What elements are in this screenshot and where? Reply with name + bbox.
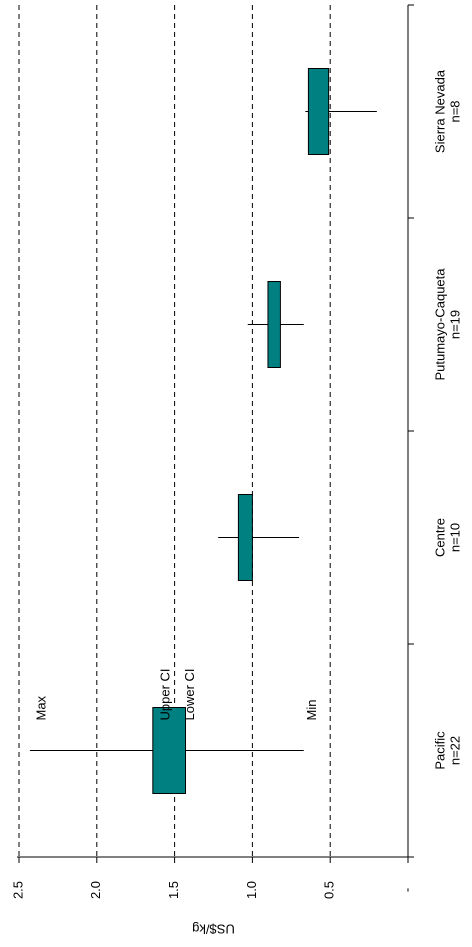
annotation-upper-ci: Upper CI [157, 668, 172, 720]
category-label: Centre [432, 518, 447, 557]
value-tick-label: 1.5 [166, 881, 181, 899]
category-n-label: n=10 [447, 523, 462, 552]
ci-box [307, 68, 330, 155]
value-tick-label: 2.0 [88, 881, 103, 899]
category-label: Sierra Nevada [432, 69, 447, 153]
value-tick-label: 0.5 [322, 881, 337, 899]
category-label: Putumayo-Caqueta [432, 268, 447, 381]
ci-box [237, 494, 253, 581]
category-n-label: n=19 [447, 310, 462, 339]
annotation-max: Max [33, 695, 48, 720]
category-n-label: n=22 [447, 736, 462, 765]
value-tick-label: 2.5 [10, 881, 25, 899]
category-label: Pacific [432, 731, 447, 770]
value-tick-label: 1.0 [244, 881, 259, 899]
value-tick-label: - [399, 888, 414, 892]
value-axis-title: US$/kg [192, 922, 235, 937]
category-n-label: n=8 [447, 100, 462, 122]
ci-box [267, 281, 281, 368]
annotation-min: Min [304, 700, 319, 721]
annotation-lower-ci: Lower CI [182, 668, 197, 720]
ci-box [152, 707, 186, 794]
